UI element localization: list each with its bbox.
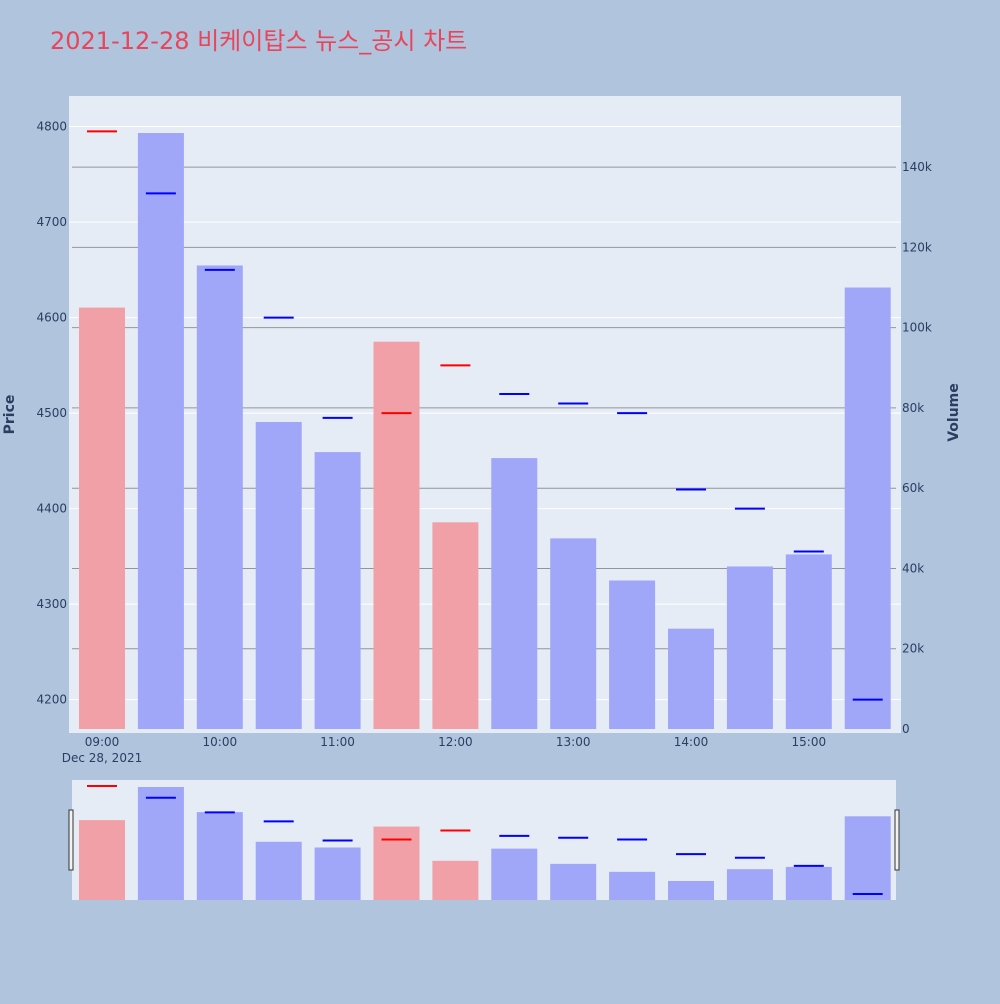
slider-volume-bar <box>373 826 420 900</box>
slider-volume-bar <box>491 848 538 900</box>
volume-tick-label: 20k <box>902 642 924 656</box>
price-tick-label: 4600 <box>36 311 67 325</box>
volume-bar[interactable] <box>196 265 243 729</box>
volume-bar[interactable] <box>550 538 597 729</box>
price-axis-title: Price <box>2 395 18 435</box>
price-tick-label: 4300 <box>36 597 67 611</box>
volume-bar[interactable] <box>726 566 773 729</box>
volume-axis-title: Volume <box>946 383 962 442</box>
slider-volume-bar <box>726 869 773 900</box>
volume-bar[interactable] <box>844 287 891 729</box>
price-tick-label: 4400 <box>36 502 67 516</box>
x-tick-label: 15:00 <box>792 735 827 749</box>
volume-bar[interactable] <box>255 421 302 729</box>
slider-volume-bar <box>314 847 361 900</box>
slider-volume-bar <box>609 871 656 900</box>
plot-background <box>69 96 901 733</box>
price-tick-label: 4800 <box>36 120 67 134</box>
price-tick-label: 4500 <box>36 406 67 420</box>
volume-tick-label: 40k <box>902 561 924 575</box>
slider-right-handle[interactable] <box>894 809 900 871</box>
volume-bar[interactable] <box>491 458 538 729</box>
volume-bar[interactable] <box>373 341 420 729</box>
volume-bar[interactable] <box>668 628 714 729</box>
slider-volume-bar <box>668 880 714 900</box>
range-slider[interactable] <box>68 780 900 900</box>
slider-volume-bar <box>255 841 302 900</box>
slider-volume-bar <box>79 820 125 900</box>
volume-tick-label: 60k <box>902 481 924 495</box>
price-tick-label: 4200 <box>36 693 67 707</box>
x-tick-label: 10:00 <box>203 735 238 749</box>
x-tick-label: 14:00 <box>674 735 709 749</box>
volume-tick-label: 120k <box>902 240 932 254</box>
volume-tick-label: 0 <box>902 722 910 736</box>
volume-bar[interactable] <box>609 580 656 729</box>
volume-tick-label: 100k <box>902 321 932 335</box>
slider-volume-bar <box>785 866 832 900</box>
x-tick-label: 09:00 <box>85 735 120 749</box>
volume-bar[interactable] <box>785 554 832 729</box>
volume-tick-label: 80k <box>902 401 924 415</box>
volume-tick-label: 140k <box>902 160 932 174</box>
slider-volume-bar <box>137 787 184 900</box>
x-tick-label: 13:00 <box>556 735 591 749</box>
volume-bar[interactable] <box>137 133 184 729</box>
price-tick-label: 4700 <box>36 215 67 229</box>
x-tick-label: 12:00 <box>438 735 473 749</box>
volume-bar[interactable] <box>79 307 125 729</box>
volume-bar[interactable] <box>432 522 479 729</box>
x-tick-label: 11:00 <box>320 735 355 749</box>
x-date-label: Dec 28, 2021 <box>62 751 142 765</box>
slider-left-handle[interactable] <box>68 809 74 871</box>
main-plot-area[interactable]: 4200 4300 4400 4500 4600 4700 4800 0 20k 40k 60k 80… <box>2 96 962 765</box>
chart-title: 2021-12-28 비케이탑스 뉴스_공시 차트 <box>50 27 467 55</box>
volume-bar[interactable] <box>314 452 361 729</box>
slider-volume-bar <box>844 816 891 900</box>
slider-volume-bar <box>550 863 597 900</box>
slider-volume-bar <box>196 812 243 900</box>
slider-volume-bar <box>432 860 479 900</box>
